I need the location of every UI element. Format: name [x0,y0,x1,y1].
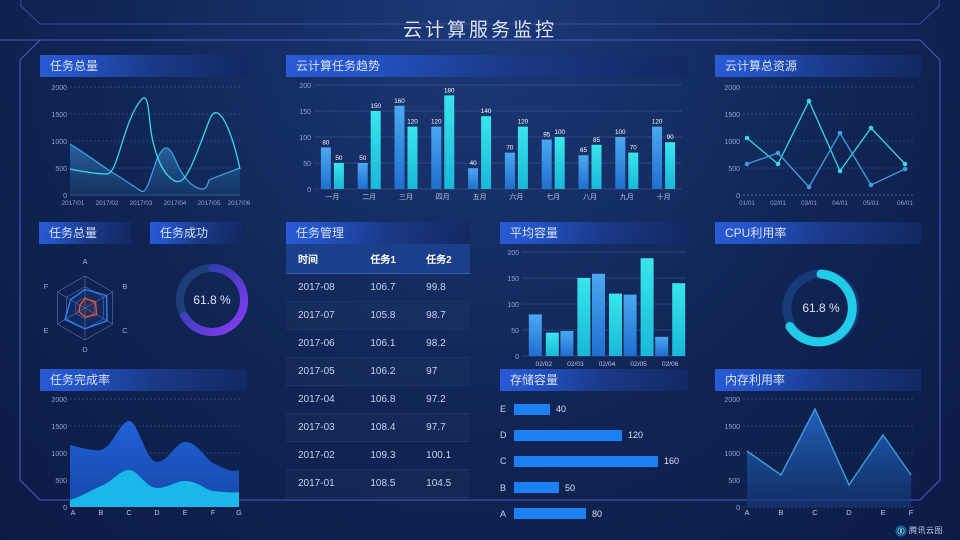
svg-text:500: 500 [55,478,67,485]
svg-text:0: 0 [63,505,67,512]
svg-text:2017/03: 2017/03 [130,200,153,207]
svg-text:1000: 1000 [51,139,67,146]
svg-text:二月: 二月 [362,193,376,201]
svg-text:150: 150 [299,109,311,116]
svg-text:B: B [99,510,104,517]
svg-text:1500: 1500 [724,424,740,431]
svg-text:06/01: 06/01 [897,200,913,207]
svg-text:140: 140 [481,108,492,115]
svg-text:B: B [122,282,127,291]
svg-text:A: A [71,510,76,517]
svg-text:五月: 五月 [473,193,487,201]
svg-text:七月: 七月 [546,192,560,201]
svg-text:70: 70 [506,145,514,152]
svg-text:C: C [122,326,128,335]
svg-text:2017/05: 2017/05 [198,200,221,207]
svg-text:2000: 2000 [51,85,67,92]
svg-text:04/01: 04/01 [832,200,848,207]
svg-text:100: 100 [507,302,519,309]
svg-text:1500: 1500 [51,112,67,119]
svg-text:2017/02: 2017/02 [96,200,119,207]
svg-text:500: 500 [728,166,740,173]
svg-text:0: 0 [736,193,740,200]
svg-text:120: 120 [407,119,418,126]
svg-text:05/01: 05/01 [863,200,879,207]
svg-text:2017/04: 2017/04 [164,200,187,207]
svg-text:一月: 一月 [325,193,339,201]
svg-text:70: 70 [630,145,638,152]
svg-text:0: 0 [736,505,740,512]
svg-text:六月: 六月 [509,192,523,201]
svg-text:120: 120 [652,119,663,126]
svg-text:1500: 1500 [724,112,740,119]
svg-text:2017/01: 2017/01 [62,200,85,207]
svg-text:180: 180 [444,87,455,94]
svg-text:F: F [211,510,215,517]
svg-text:2000: 2000 [51,397,67,404]
svg-text:02/03: 02/03 [567,361,584,368]
svg-text:50: 50 [335,155,343,162]
svg-text:三月: 三月 [399,193,413,201]
svg-text:03/01: 03/01 [801,200,817,207]
svg-text:02/01: 02/01 [770,200,786,207]
svg-text:65: 65 [580,147,588,154]
svg-text:1000: 1000 [724,451,740,458]
svg-text:A: A [744,508,749,517]
svg-text:F: F [44,282,49,291]
svg-text:150: 150 [370,103,381,110]
svg-text:1000: 1000 [51,451,67,458]
svg-text:90: 90 [667,134,675,141]
svg-text:85: 85 [593,137,601,144]
svg-text:100: 100 [615,129,626,136]
svg-text:50: 50 [359,155,367,162]
svg-text:200: 200 [507,250,519,257]
svg-text:100: 100 [299,135,311,142]
svg-text:C: C [126,510,131,517]
svg-text:D: D [82,345,88,354]
svg-text:120: 120 [518,119,529,126]
svg-text:E: E [880,508,885,517]
svg-text:61.8 %: 61.8 % [193,293,231,307]
svg-text:100: 100 [554,129,565,136]
svg-text:95: 95 [543,132,551,139]
svg-text:九月: 九月 [620,192,634,201]
svg-text:E: E [43,326,48,335]
svg-text:40: 40 [470,160,478,167]
svg-text:D: D [154,510,159,517]
svg-text:02/04: 02/04 [599,361,616,368]
svg-text:150: 150 [507,276,519,283]
svg-text:2000: 2000 [724,397,740,404]
svg-text:160: 160 [394,98,405,105]
svg-text:500: 500 [728,478,740,485]
svg-text:50: 50 [303,161,311,168]
svg-text:1500: 1500 [51,424,67,431]
svg-text:2017/06: 2017/06 [228,200,251,207]
svg-text:500: 500 [55,166,67,173]
svg-text:1000: 1000 [724,139,740,146]
svg-text:120: 120 [431,119,442,126]
svg-text:八月: 八月 [583,193,597,201]
svg-text:200: 200 [299,83,311,90]
svg-text:02/06: 02/06 [662,361,679,368]
svg-text:四月: 四月 [436,193,450,201]
svg-text:十月: 十月 [657,192,671,201]
svg-text:A: A [82,257,87,266]
svg-text:0: 0 [307,187,311,194]
svg-text:D: D [846,508,852,517]
svg-text:2000: 2000 [724,85,740,92]
svg-text:61.8 %: 61.8 % [802,301,840,315]
svg-text:0: 0 [515,354,519,361]
svg-text:02/05: 02/05 [630,361,647,368]
svg-text:01/01: 01/01 [739,200,755,207]
svg-text:02/02: 02/02 [536,361,553,368]
svg-text:C: C [812,508,818,517]
svg-text:G: G [236,510,241,517]
svg-text:80: 80 [322,139,330,146]
svg-text:F: F [909,508,914,517]
svg-text:B: B [778,508,783,517]
svg-text:0: 0 [63,193,67,200]
svg-text:E: E [183,510,188,517]
svg-text:50: 50 [511,328,519,335]
